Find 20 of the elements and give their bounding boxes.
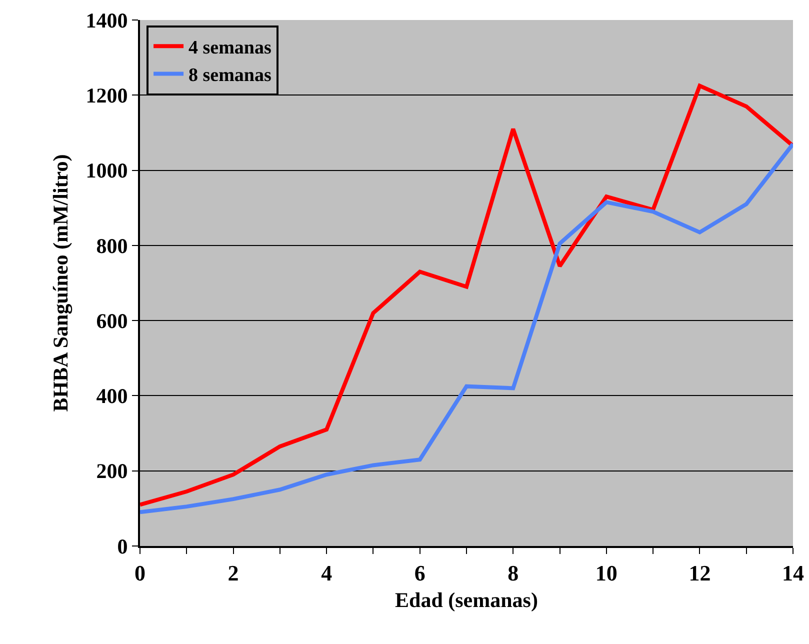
x-tick-label: 0	[134, 560, 146, 586]
y-tick-label: 600	[96, 308, 128, 333]
legend-label: 4 semanas	[188, 38, 272, 59]
x-tick-label: 6	[414, 560, 426, 586]
y-axis-title: BHBA Sanguíneo (mM/litro)	[48, 154, 72, 412]
x-tick-label: 4	[321, 560, 332, 586]
x-axis-title: Edad (semanas)	[395, 588, 538, 612]
y-tick-label: 1400	[86, 8, 128, 32]
legend-label: 8 semanas	[188, 65, 272, 86]
x-tick-label: 8	[508, 560, 519, 586]
y-tick-label: 800	[96, 234, 128, 258]
y-tick-label: 200	[96, 459, 128, 484]
x-tick-label: 14	[782, 560, 804, 586]
y-tick-label: 400	[96, 384, 128, 408]
y-tick-label: 0	[117, 534, 128, 558]
y-tick-label: 1000	[86, 158, 128, 183]
x-tick-label: 2	[228, 560, 239, 586]
y-tick-label: 1200	[86, 83, 128, 108]
x-tick-label: 12	[688, 560, 711, 586]
x-tick-label: 10	[595, 560, 618, 586]
